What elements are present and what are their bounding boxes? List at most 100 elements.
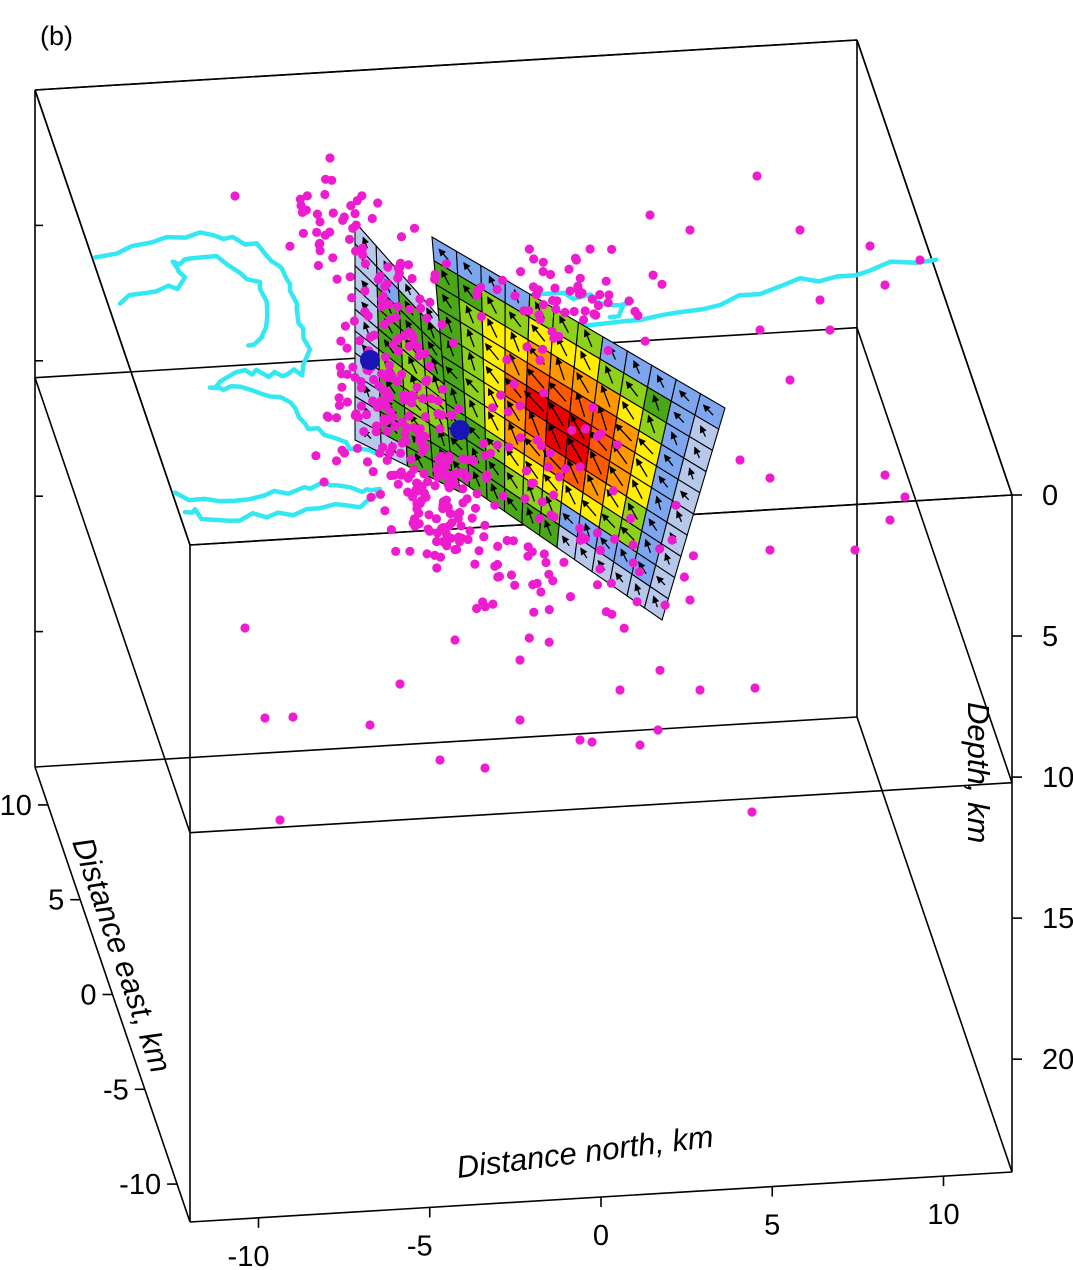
hypocenter-marker <box>450 420 470 440</box>
aftershock-point <box>785 375 795 385</box>
aftershock-point <box>765 545 775 555</box>
aftershock-point <box>425 526 435 536</box>
slip-vector-head <box>465 305 473 314</box>
aftershock-point <box>587 737 597 747</box>
aftershock-point <box>387 442 397 452</box>
surface-trace-segment <box>117 253 270 348</box>
aftershock-point <box>430 481 440 491</box>
aftershock-point <box>352 443 363 453</box>
aftershock-point <box>393 301 403 312</box>
aftershock-point <box>815 295 825 305</box>
aftershock-point <box>536 587 546 597</box>
z-tick-label: 15 <box>1042 903 1073 935</box>
slip-vector-head <box>615 423 623 432</box>
aftershock-point <box>526 478 537 488</box>
aftershock-point <box>420 442 430 452</box>
aftershock-point <box>850 545 860 555</box>
surface-plane-edge <box>34 89 191 546</box>
aftershock-point <box>880 470 890 480</box>
aftershock-point <box>493 541 503 552</box>
aftershock-point <box>549 512 559 522</box>
aftershock-point <box>380 352 391 362</box>
aftershock-point <box>298 228 308 238</box>
aftershock-point <box>426 394 436 404</box>
aftershock-point <box>342 343 352 353</box>
aftershock-point <box>336 336 346 346</box>
aftershock-point <box>384 299 394 309</box>
slip-vector-head <box>600 384 608 394</box>
aftershock-point <box>437 319 447 330</box>
aftershock-point <box>624 296 634 306</box>
aftershock-point <box>362 457 373 467</box>
aftershock-point <box>240 623 250 633</box>
aftershock-point <box>363 311 373 321</box>
y-tick-label: -10 <box>119 1169 161 1201</box>
aftershock-point <box>671 500 681 510</box>
aftershock-point <box>550 283 560 293</box>
slip-vector-head <box>625 380 634 390</box>
aftershock-point <box>365 720 375 730</box>
aftershock-point <box>368 467 378 477</box>
aftershock-point <box>735 455 745 465</box>
aftershock-point <box>479 532 489 542</box>
aftershock-point <box>315 246 325 256</box>
aftershock-point <box>451 469 461 479</box>
depth-plane-edge <box>856 327 1013 783</box>
slip-vector-head <box>466 328 474 337</box>
surface-trace-segment <box>172 479 383 523</box>
slip-vector-head <box>562 512 571 521</box>
aftershock-point <box>575 535 586 545</box>
aftershock-point <box>447 410 457 420</box>
slip-vector-head <box>534 301 542 310</box>
slip-vector-head <box>487 317 494 327</box>
aftershock-point <box>369 374 379 385</box>
aftershock-point <box>382 426 392 436</box>
slip-vector-head <box>363 321 370 330</box>
aftershock-point <box>408 518 418 528</box>
aftershock-point <box>559 557 569 568</box>
aftershock-point <box>529 254 539 264</box>
aftershock-point <box>524 633 534 643</box>
slip-vector-head <box>580 350 588 359</box>
slip-vector-head <box>488 411 495 420</box>
aftershock-point <box>325 227 335 237</box>
slip-vector-head <box>385 379 393 388</box>
slip-vector-head <box>601 513 610 522</box>
aftershock-point <box>667 535 677 545</box>
aftershock-point <box>331 456 342 466</box>
aftershock-point <box>351 220 361 230</box>
aftershock-point <box>685 595 695 605</box>
slip-vector-head <box>622 400 630 410</box>
slip-vector-head <box>670 431 678 440</box>
aftershock-point <box>380 506 390 516</box>
slip-vector-head <box>575 391 583 400</box>
slip-vector-head <box>652 595 660 604</box>
aftershock-point <box>323 412 333 422</box>
slip-vector-head <box>600 536 608 546</box>
aftershock-point <box>359 427 369 437</box>
aftershock-point <box>750 683 760 693</box>
aftershock-point <box>519 306 529 316</box>
aftershock-point <box>334 400 344 410</box>
y-tick-label: 5 <box>48 885 64 917</box>
aftershock-point <box>552 296 562 306</box>
slip-vector-head <box>484 342 493 352</box>
aftershock-point <box>421 492 431 502</box>
aftershock-point <box>449 479 459 489</box>
box-edge <box>34 716 858 768</box>
aftershock-point <box>523 542 533 552</box>
slip-vector-head <box>635 457 643 467</box>
aftershock-point <box>625 513 636 524</box>
aftershock-point <box>381 401 391 412</box>
slip-vector-head <box>576 372 584 381</box>
aftershock-point <box>585 244 595 254</box>
aftershock-point <box>407 273 417 284</box>
slip-vector-head <box>487 387 495 397</box>
aftershock-point <box>747 807 757 817</box>
aftershock-point <box>275 815 285 825</box>
aftershock-point <box>502 355 512 365</box>
slip-vector-head <box>465 377 473 386</box>
slip-vector-head <box>472 470 480 480</box>
slip-vector-head <box>702 404 711 413</box>
